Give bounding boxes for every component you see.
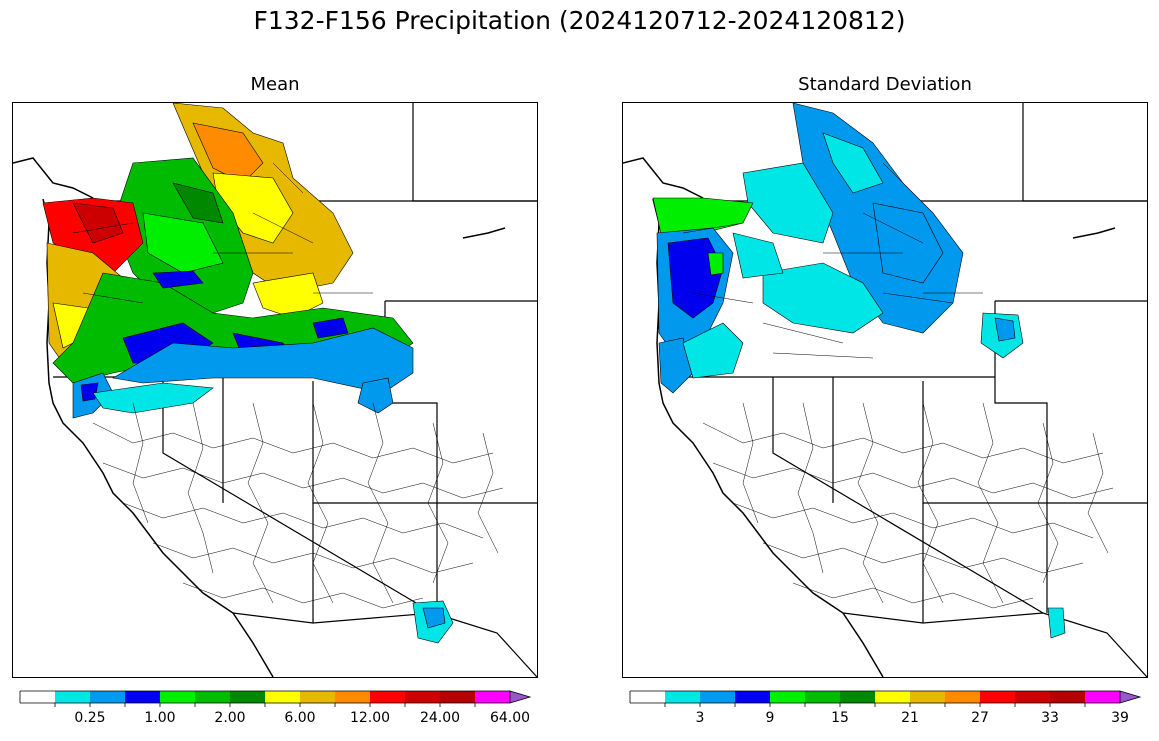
colorbar-swatch — [770, 691, 805, 703]
colorbar-tick-label: 9 — [765, 710, 775, 726]
colorbar-swatch — [700, 691, 735, 703]
colorbar-swatch — [475, 691, 510, 703]
colorbar-tick-label: 3 — [695, 710, 705, 726]
basin-outlines — [72, 162, 504, 609]
colorbar-swatch — [630, 691, 665, 703]
map-std — [622, 102, 1148, 678]
colorbar-swatch — [160, 691, 195, 703]
colorbar-swatch — [945, 691, 980, 703]
std-fill — [652, 103, 1066, 639]
colorbar-std: 3 9 15 21 27 33 39 — [629, 690, 1142, 730]
map-mean-svg — [13, 103, 537, 677]
colorbar-tick-label: 15 — [831, 710, 849, 726]
colorbar-swatch — [1015, 691, 1050, 703]
basin-outlines — [682, 162, 1114, 609]
colorbar-swatch — [125, 691, 160, 703]
colorbar-swatch — [55, 691, 90, 703]
colorbar-tick-label: 33 — [1041, 710, 1059, 726]
colorbar-swatch — [20, 691, 55, 703]
colorbar-tick-label: 24.00 — [419, 710, 461, 726]
colorbar-swatch — [840, 691, 875, 703]
panel-title-std: Standard Deviation — [798, 74, 972, 95]
colorbar-tick-label: 27 — [971, 710, 989, 726]
panel-title-mean: Mean — [250, 74, 300, 95]
colorbar-swatch — [300, 691, 335, 703]
colorbar-mean: 0.25 1.00 2.00 6.00 12.00 24.00 64.00 — [19, 690, 532, 730]
precip-fill — [42, 103, 454, 644]
colorbar-tick-label: 64.00 — [489, 710, 531, 726]
colorbar-tick-label: 39 — [1111, 710, 1129, 726]
colorbar-extend-arrow — [509, 690, 532, 704]
colorbar-swatch — [665, 691, 700, 703]
colorbar-swatch — [910, 691, 945, 703]
colorbar-swatch — [370, 691, 405, 703]
colorbar-swatch — [875, 691, 910, 703]
colorbar-swatch — [265, 691, 300, 703]
colorbar-mean-swatches — [19, 690, 532, 707]
colorbar-swatch — [230, 691, 265, 703]
map-std-svg — [623, 103, 1147, 677]
colorbar-tick-label: 6.00 — [284, 710, 316, 726]
colorbar-swatch — [1085, 691, 1120, 703]
colorbar-swatch — [1050, 691, 1085, 703]
figure-title: F132-F156 Precipitation (2024120712-2024… — [253, 6, 906, 35]
colorbar-tick-label: 1.00 — [144, 710, 176, 726]
colorbar-extend-arrow — [1119, 690, 1142, 704]
colorbar-swatch — [440, 691, 475, 703]
colorbar-swatch — [335, 691, 370, 703]
colorbar-tick-label: 0.25 — [74, 710, 106, 726]
colorbar-tick-label: 2.00 — [214, 710, 246, 726]
colorbar-swatch — [980, 691, 1015, 703]
colorbar-swatch — [90, 691, 125, 703]
colorbar-swatch — [735, 691, 770, 703]
colorbar-tick-label: 21 — [901, 710, 919, 726]
map-mean — [12, 102, 538, 678]
colorbar-swatch — [805, 691, 840, 703]
colorbar-swatch — [405, 691, 440, 703]
colorbar-swatch — [195, 691, 230, 703]
colorbar-tick-label: 12.00 — [349, 710, 391, 726]
colorbar-std-swatches — [629, 690, 1142, 707]
